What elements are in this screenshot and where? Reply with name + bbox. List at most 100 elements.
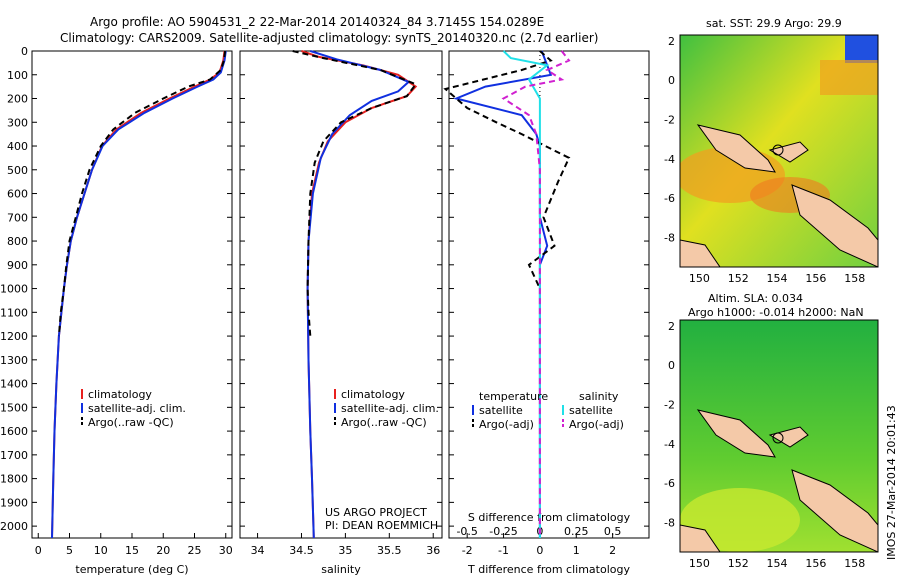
x-tick-label: 25: [188, 544, 202, 557]
x-tick-label: 36: [426, 544, 440, 557]
panel-frame: [31, 50, 233, 539]
y-tick-label: 1600: [0, 425, 28, 438]
sst-cool-patch: [845, 35, 878, 63]
x-top-tick-label: 0.5: [604, 525, 622, 538]
x-tick-label: 0: [536, 544, 543, 557]
x-axis-label: temperature (deg C): [75, 563, 188, 576]
map-x-tick-label: 154: [767, 272, 788, 285]
x-tick-label: -2: [462, 544, 473, 557]
profile-panel-difference: -2 -1 0 1 2 T difference from climatology -0.5…: [443, 50, 650, 576]
x-top-tick-label: -0.5: [456, 525, 477, 538]
x-top-tick-label: 0.25: [564, 525, 589, 538]
island-new-ireland-sla: [768, 426, 809, 448]
map-x-tick-label: 156: [805, 557, 826, 570]
series-argo-raw-qc-: [57, 50, 227, 337]
x-axis-label: T difference from climatology: [467, 563, 630, 576]
y-tick-label: 1800: [0, 473, 28, 486]
y-tick-label: 300: [7, 116, 28, 129]
sla-map-subtitle: Argo h1000: -0.014 h2000: NaN: [688, 306, 864, 319]
x-tick-label: 34.5: [289, 544, 314, 557]
legend-label: climatology: [88, 388, 152, 401]
island-new-britain-sla: [696, 409, 776, 458]
series-climatology: [51, 50, 226, 539]
island-new-ireland: [768, 141, 809, 163]
sla-map-frame: [679, 319, 879, 553]
island-bougainville: [791, 184, 878, 267]
y-tick-label: 2000: [0, 520, 28, 533]
y-tick-label: 1900: [0, 496, 28, 509]
y-tick-label: 1000: [0, 283, 28, 296]
map-x-tick-label: 158: [844, 272, 865, 285]
x-tick-label: 35.5: [377, 544, 402, 557]
island-bougainville-sla: [791, 469, 878, 552]
legend-group-title: salinity: [579, 390, 619, 403]
sst-map-title: sat. SST: 29.9 Argo: 29.9: [706, 17, 842, 30]
map-y-tick-label: -2: [664, 114, 675, 127]
x-top-axis-label: S difference from climatology: [468, 511, 631, 524]
map-y-tick-label: -4: [664, 438, 675, 451]
map-y-tick-label: -8: [664, 232, 675, 245]
footer-stamp: IMOS 27-Mar-2014 20:01:43: [885, 405, 898, 560]
series-temperature-satellite: [453, 50, 553, 538]
y-tick-label: 800: [7, 235, 28, 248]
y-tick-label: 400: [7, 140, 28, 153]
map-x-tick-label: 158: [844, 557, 865, 570]
legend-label: Argo(-adj): [479, 418, 534, 431]
series-argo-raw-qc-: [292, 50, 418, 337]
coast-png-sla: [680, 524, 721, 552]
island-new-britain: [696, 124, 776, 173]
y-tick-label: 700: [7, 211, 28, 224]
y-tick-label: 1500: [0, 401, 28, 414]
y-tick-label: 1700: [0, 449, 28, 462]
x-tick-label: 10: [94, 544, 108, 557]
header-line1: Argo profile: AO 5904531_2 22-Mar-2014 2…: [90, 15, 544, 29]
y-tick-label: 1300: [0, 354, 28, 367]
y-tick-label: 1400: [0, 378, 28, 391]
legend-label: satellite-adj. clim.: [341, 402, 439, 415]
x-tick-label: 35: [338, 544, 352, 557]
header-line2: Climatology: CARS2009. Satellite-adjuste…: [60, 31, 598, 45]
x-tick-label: 5: [66, 544, 73, 557]
map-axes-sst_map: 150 152 154 156 158 2 0 -2 -4 -6 -8: [664, 35, 865, 285]
map-y-tick-label: 0: [668, 74, 675, 87]
map-y-tick-label: -6: [664, 477, 675, 490]
map-x-tick-label: 152: [728, 557, 749, 570]
map-y-tick-label: -6: [664, 192, 675, 205]
x-tick-label: -1: [498, 544, 509, 557]
argo-marker-sla: [772, 432, 784, 444]
map-x-tick-label: 150: [689, 557, 710, 570]
legend-label: Argo(-adj): [569, 418, 624, 431]
sst-map: sat. SST: 29.9 Argo: 29.9: [679, 17, 879, 268]
x-axis-label: salinity: [321, 563, 361, 576]
map-y-tick-label: -2: [664, 399, 675, 412]
legend-label: Argo(..raw -QC): [88, 416, 174, 429]
annotation: PI: DEAN ROEMMICH: [325, 519, 438, 532]
sst-map-frame: [679, 34, 879, 268]
map-x-tick-label: 152: [728, 272, 749, 285]
series-satellite-adj-clim-: [51, 50, 227, 539]
argo-marker: [772, 144, 784, 156]
map-y-tick-label: -4: [664, 153, 675, 166]
legend-label: Argo(..raw -QC): [341, 416, 427, 429]
legend-label: satellite: [479, 404, 523, 417]
x-tick-label: 2: [609, 544, 616, 557]
map-y-tick-label: 2: [668, 320, 675, 333]
sla-high-patch: [680, 488, 800, 552]
profile-panel-temperature: 0100200300400500600700800900100011001200…: [0, 45, 233, 576]
series-temperature-argo-adj-: [443, 50, 571, 290]
legend-label: satellite: [569, 404, 613, 417]
x-tick-label: 1: [573, 544, 580, 557]
legend-label: climatology: [341, 388, 405, 401]
legend-group-title: temperature: [479, 390, 548, 403]
y-tick-label: 500: [7, 164, 28, 177]
series-salinity-argo-adj-: [501, 50, 571, 538]
sst-warm-east: [820, 60, 878, 95]
y-tick-label: 1200: [0, 330, 28, 343]
series-salinity-satellite: [502, 50, 550, 538]
y-tick-label: 600: [7, 188, 28, 201]
series-climatology: [301, 50, 418, 539]
x-tick-label: 0: [35, 544, 42, 557]
coast-png: [680, 239, 721, 267]
panel-frame: [448, 50, 650, 539]
x-tick-label: 34: [251, 544, 265, 557]
